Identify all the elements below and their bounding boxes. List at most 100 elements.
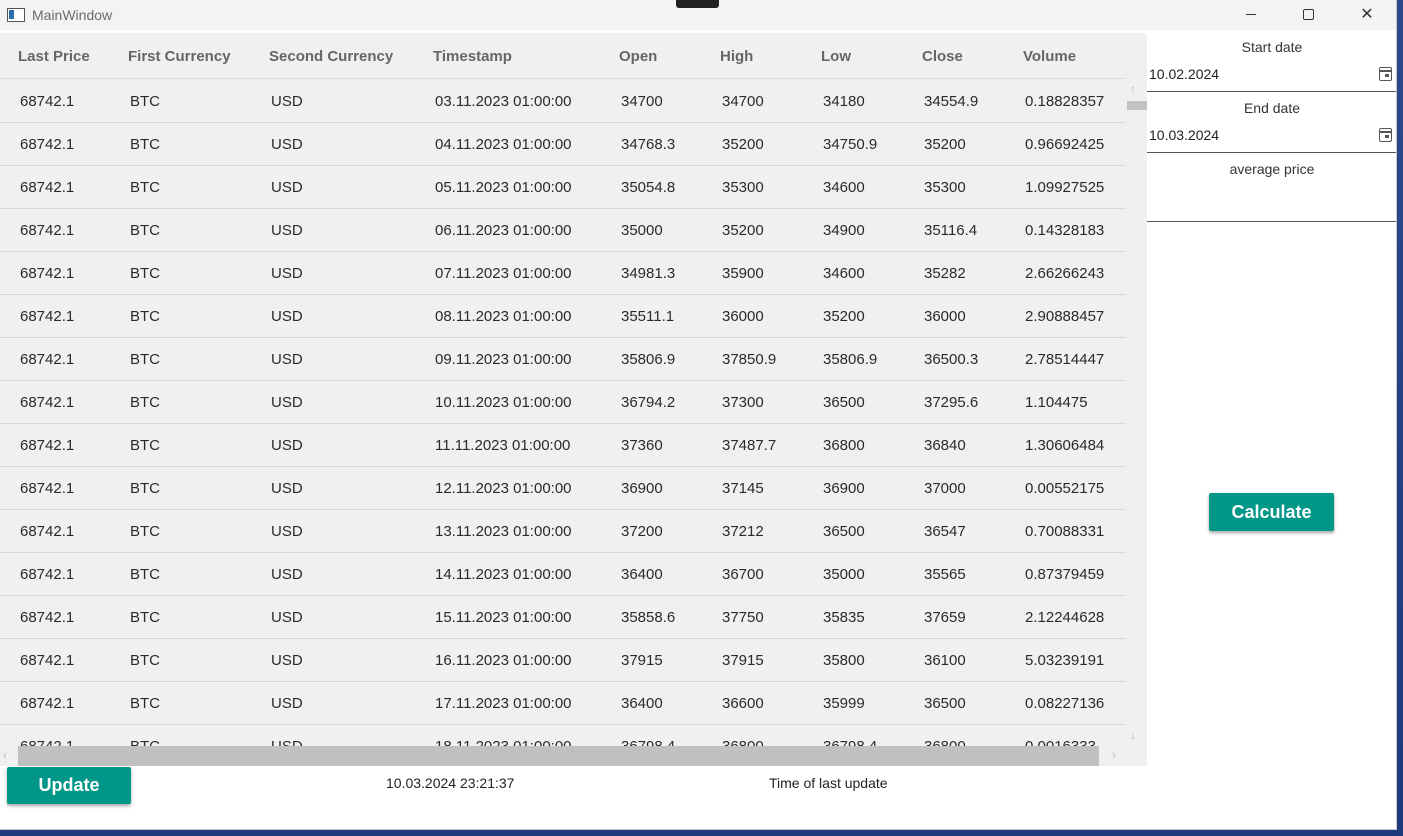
cell-first-currency: BTC [130,652,160,669]
end-date-label: End date [1243,100,1301,116]
cell-first-currency: BTC [130,738,160,746]
cell-first-currency: BTC [130,437,160,454]
cell-high: 35200 [722,222,764,239]
cell-last-price: 68742.1 [20,609,75,626]
cell-last-price: 68742.1 [20,308,75,325]
grid-rows: 68742.1 BTC USD 03.11.2023 01:00:00 34700 347… [0,80,1126,746]
table-row[interactable]: 68742.1 BTC USD 06.11.2023 01:00:00 35000 352… [0,209,1126,252]
cell-first-currency: BTC [130,609,160,626]
cell-last-price: 68742.1 [20,566,75,583]
cell-second-currency: USD [271,523,303,540]
cell-high: 37915 [722,652,764,669]
column-header-high[interactable]: High [720,48,754,65]
cell-high: 37487.7 [722,437,777,454]
cell-second-currency: USD [271,179,303,196]
cell-open: 35806.9 [621,351,676,368]
cell-open: 35054.8 [621,179,676,196]
cell-low: 34180 [823,93,865,110]
cell-open: 37360 [621,437,663,454]
calculate-button[interactable]: Calculate [1209,493,1334,531]
cell-high: 37145 [722,480,764,497]
scroll-left-icon[interactable]: ‹ [3,748,7,762]
cell-timestamp: 16.11.2023 01:00:00 [435,652,572,669]
cell-timestamp: 10.11.2023 01:00:00 [435,394,572,411]
minimize-button[interactable] [1222,0,1280,28]
calendar-icon[interactable] [1379,67,1392,81]
table-row[interactable]: 68742.1 BTC USD 09.11.2023 01:00:00 35806.9 3… [0,338,1126,381]
start-date-label: Start date [1241,39,1303,55]
data-grid[interactable]: Last Price First Currency Second Currenc… [0,33,1147,766]
cell-close: 36547 [924,523,966,540]
table-row[interactable]: 68742.1 BTC USD 12.11.2023 01:00:00 36900 371… [0,467,1126,510]
table-row[interactable]: 68742.1 BTC USD 18.11.2023 01:00:00 36798.4 3… [0,725,1126,746]
cell-open: 36400 [621,566,663,583]
table-row[interactable]: 68742.1 BTC USD 04.11.2023 01:00:00 34768.3 3… [0,123,1126,166]
vertical-scrollbar[interactable]: ↑ ↓ [1126,80,1147,746]
table-row[interactable]: 68742.1 BTC USD 13.11.2023 01:00:00 37200 372… [0,510,1126,553]
end-date-picker[interactable]: 10.03.2024 [1147,123,1396,153]
table-row[interactable]: 68742.1 BTC USD 11.11.2023 01:00:00 37360 374… [0,424,1126,467]
cell-close: 37295.6 [924,394,979,411]
cell-open: 36794.2 [621,394,676,411]
vertical-scroll-thumb[interactable] [1127,101,1147,110]
cell-first-currency: BTC [130,222,160,239]
scroll-down-icon[interactable]: ↓ [1130,728,1136,742]
cell-volume: 1.30606484 [1025,437,1105,454]
calendar-icon[interactable] [1379,128,1392,142]
column-header-volume[interactable]: Volume [1023,48,1077,65]
column-header-low[interactable]: Low [821,48,851,65]
column-header-open[interactable]: Open [619,48,658,65]
cell-timestamp: 15.11.2023 01:00:00 [435,609,572,626]
cell-timestamp: 11.11.2023 01:00:00 [435,437,571,454]
cell-timestamp: 17.11.2023 01:00:00 [435,695,572,712]
start-date-picker[interactable]: 10.02.2024 [1147,62,1396,92]
cell-timestamp: 14.11.2023 01:00:00 [435,566,572,583]
cell-high: 35300 [722,179,764,196]
cell-first-currency: BTC [130,523,160,540]
cell-high: 35900 [722,265,764,282]
table-row[interactable]: 68742.1 BTC USD 08.11.2023 01:00:00 35511.1 3… [0,295,1126,338]
column-header-timestamp[interactable]: Timestamp [433,48,512,65]
column-header-second-currency[interactable]: Second Currency [269,48,394,65]
column-header-first-currency[interactable]: First Currency [128,48,231,65]
start-date-value[interactable]: 10.02.2024 [1149,66,1220,82]
cell-last-price: 68742.1 [20,652,75,669]
table-row[interactable]: 68742.1 BTC USD 16.11.2023 01:00:00 37915 379… [0,639,1126,682]
table-row[interactable]: 68742.1 BTC USD 15.11.2023 01:00:00 35858.6 3… [0,596,1126,639]
cell-timestamp: 07.11.2023 01:00:00 [435,265,572,282]
scroll-right-icon[interactable]: › [1112,748,1116,762]
average-price-field[interactable] [1147,187,1396,222]
average-price-label: average price [1229,161,1315,177]
update-button[interactable]: Update [7,767,131,804]
cell-low: 35800 [823,652,865,669]
table-row[interactable]: 68742.1 BTC USD 10.11.2023 01:00:00 36794.2 3… [0,381,1126,424]
cell-high: 34700 [722,93,764,110]
table-row[interactable]: 68742.1 BTC USD 17.11.2023 01:00:00 36400 366… [0,682,1126,725]
table-row[interactable]: 68742.1 BTC USD 03.11.2023 01:00:00 34700 347… [0,80,1126,123]
close-button[interactable]: ✕ [1338,0,1396,28]
cell-low: 34600 [823,179,865,196]
cell-first-currency: BTC [130,93,160,110]
cell-volume: 0.14328183 [1025,222,1105,239]
cell-open: 36400 [621,695,663,712]
scroll-up-icon[interactable]: ↑ [1130,82,1136,96]
cell-second-currency: USD [271,480,303,497]
table-row[interactable]: 68742.1 BTC USD 05.11.2023 01:00:00 35054.8 3… [0,166,1126,209]
cell-second-currency: USD [271,93,303,110]
horizontal-scrollbar[interactable]: ‹ › [0,746,1126,766]
cell-first-currency: BTC [130,308,160,325]
column-header-close[interactable]: Close [922,48,963,65]
cell-second-currency: USD [271,609,303,626]
table-row[interactable]: 68742.1 BTC USD 14.11.2023 01:00:00 36400 367… [0,553,1126,596]
end-date-value[interactable]: 10.03.2024 [1149,127,1220,143]
maximize-button[interactable] [1279,0,1337,28]
cell-close: 35282 [924,265,966,282]
cell-low: 34750.9 [823,136,878,153]
cell-second-currency: USD [271,437,303,454]
column-header-last-price[interactable]: Last Price [18,48,90,65]
horizontal-scroll-thumb[interactable] [18,746,1099,766]
cell-first-currency: BTC [130,179,160,196]
cell-volume: 0.00552175 [1025,480,1105,497]
cell-volume: 0.08227136 [1025,695,1105,712]
table-row[interactable]: 68742.1 BTC USD 07.11.2023 01:00:00 34981.3 3… [0,252,1126,295]
